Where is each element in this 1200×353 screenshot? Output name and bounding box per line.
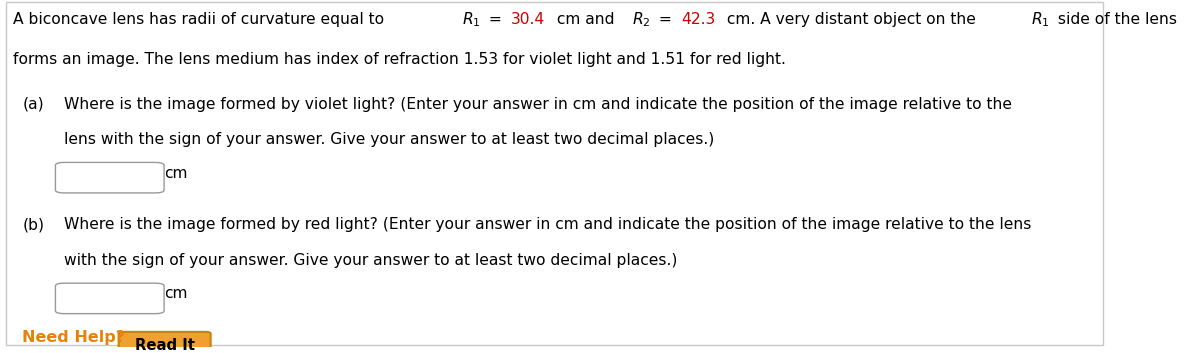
Text: forms an image. The lens medium has index of refraction 1.53 for violet light an: forms an image. The lens medium has inde… — [13, 52, 786, 67]
FancyBboxPatch shape — [119, 332, 211, 353]
Text: $R_1$: $R_1$ — [462, 10, 480, 29]
Text: A biconcave lens has radii of curvature equal to: A biconcave lens has radii of curvature … — [13, 12, 389, 27]
Text: with the sign of your answer. Give your answer to at least two decimal places.): with the sign of your answer. Give your … — [65, 252, 678, 268]
Text: (a): (a) — [22, 97, 43, 112]
Text: Where is the image formed by red light? (Enter your answer in cm and indicate th: Where is the image formed by red light? … — [65, 217, 1032, 233]
Text: 30.4: 30.4 — [511, 12, 545, 27]
FancyBboxPatch shape — [6, 2, 1103, 345]
Text: (b): (b) — [22, 217, 44, 233]
Text: side of the lens: side of the lens — [1052, 12, 1177, 27]
Text: cm: cm — [164, 166, 187, 181]
Text: Where is the image formed by violet light? (Enter your answer in cm and indicate: Where is the image formed by violet ligh… — [65, 97, 1013, 112]
Text: cm. A very distant object on the: cm. A very distant object on the — [722, 12, 980, 27]
Text: $R_1$: $R_1$ — [1031, 10, 1049, 29]
Text: =: = — [484, 12, 506, 27]
Text: 42.3: 42.3 — [682, 12, 715, 27]
FancyBboxPatch shape — [55, 283, 164, 314]
Text: lens with the sign of your answer. Give your answer to at least two decimal plac: lens with the sign of your answer. Give … — [65, 132, 714, 147]
FancyBboxPatch shape — [55, 162, 164, 193]
Text: cm and: cm and — [552, 12, 619, 27]
Text: =: = — [654, 12, 677, 27]
Text: cm: cm — [164, 286, 187, 301]
Text: $R_2$: $R_2$ — [632, 10, 650, 29]
Text: Need Help?: Need Help? — [22, 330, 125, 345]
Text: Read It: Read It — [134, 338, 194, 353]
